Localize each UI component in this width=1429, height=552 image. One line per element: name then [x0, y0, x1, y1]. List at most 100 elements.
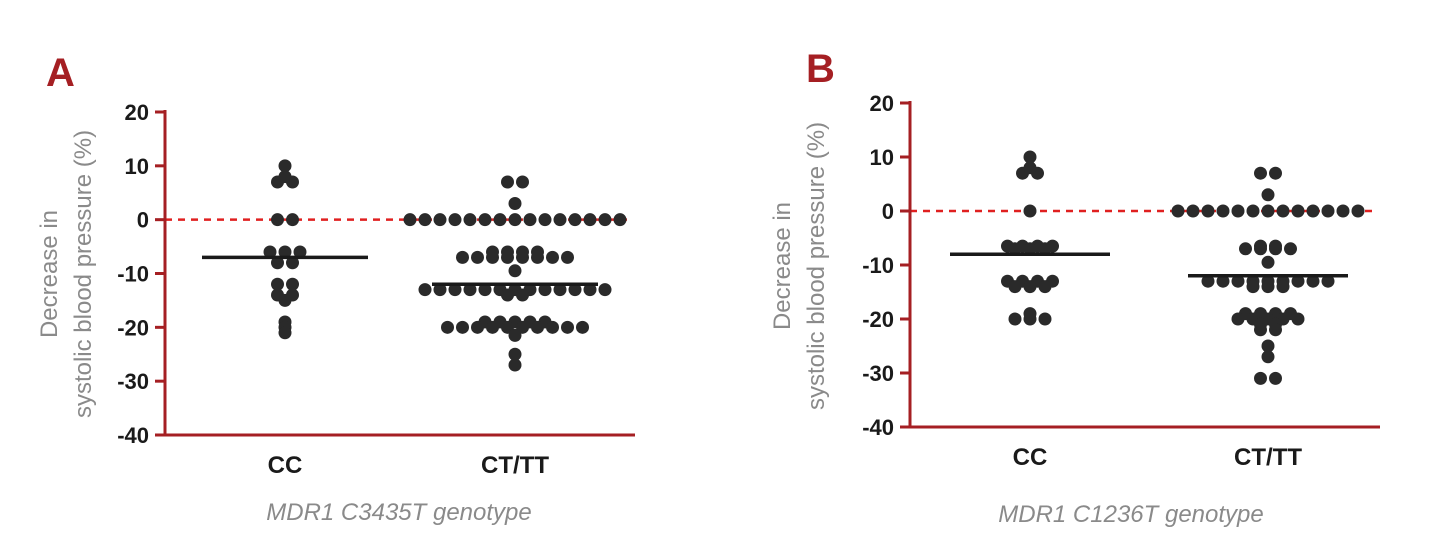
panel-b-ytick-label: 10 [870, 145, 894, 170]
panel-b-data-point [1231, 274, 1245, 288]
panel-a-data-point [271, 213, 284, 227]
panel-a-data-point [561, 320, 574, 334]
panel-a-data-point [441, 320, 454, 334]
panel-a-mean-lines [202, 255, 598, 287]
panel-a-data-point [278, 159, 292, 173]
panel-b-data-point [1008, 312, 1022, 326]
panel-b-data-point [1261, 350, 1275, 364]
panel-a-data-point [501, 288, 514, 302]
panel-b-data-point [1261, 188, 1275, 202]
panel-b-data-point [1269, 166, 1282, 180]
panel-b-ytick-label: -40 [862, 415, 894, 440]
panel-b-data-point [1023, 161, 1037, 175]
panel-a-data-point [531, 245, 544, 259]
panel-a-data-point [538, 213, 552, 227]
panel-a-dots [263, 159, 627, 372]
panel-b-data-point [1038, 242, 1052, 256]
panel-b-ylabel-line1: Decrease in [769, 202, 796, 330]
panel-a-data-point [553, 213, 567, 227]
panel-b-data-point [1291, 274, 1305, 288]
panel-b-category-ct-tt: CT/TT [1234, 444, 1302, 471]
panel-a-data-point [568, 213, 582, 227]
panel-b-data-point [1336, 204, 1350, 218]
panel-a-data-point [271, 256, 284, 270]
panel-a-data-point [403, 213, 417, 227]
panel-a-data-point [583, 283, 597, 297]
panel-a-data-point [448, 213, 462, 227]
panel-a-data-point [538, 283, 552, 297]
panel-b-data-point [1231, 204, 1245, 218]
panel-a-data-point [418, 213, 432, 227]
panel-a-data-point [486, 320, 499, 334]
panel-b-data-point [1261, 255, 1275, 269]
panel-a-data-point [433, 213, 447, 227]
panel-b-data-point [1023, 150, 1037, 164]
panel-b-data-point [1254, 323, 1267, 337]
panel-a-data-point [418, 283, 432, 297]
panel-b-ytick-label: 20 [870, 91, 894, 116]
panel-b-ytick-label: -10 [862, 253, 894, 278]
panel-b-axes [908, 101, 1380, 429]
panel-b-data-point [1246, 204, 1260, 218]
panel-b-ytick-label: 0 [882, 199, 894, 224]
panel-b-data-point [1231, 312, 1245, 326]
panel-b-data-point [1321, 204, 1335, 218]
panel-a-data-point [508, 358, 522, 372]
panel-a-data-point [546, 250, 559, 264]
panel-a-data-point [508, 328, 522, 342]
panel-b-ytick-label: -20 [862, 307, 894, 332]
panel-b-letter: B [806, 47, 835, 91]
panel-b-data-point [1291, 312, 1305, 326]
panel-a-data-point [598, 213, 612, 227]
panel-a-data-point [478, 213, 492, 227]
panel-a-xlabel: MDR1 C3435T genotype [266, 499, 531, 526]
panel-a-data-point [508, 197, 522, 211]
panel-b-data-point [1276, 204, 1290, 218]
panel-b-data-point [1269, 371, 1282, 385]
panel-a-data-point [471, 250, 484, 264]
panel-b-xlabel: MDR1 C1236T genotype [998, 501, 1263, 528]
panel-a-data-point [501, 175, 514, 189]
panel-b-ticks: 20 10 0 -10 -20 -30 -40 [862, 91, 910, 440]
panel-b-data-point [1038, 280, 1052, 294]
panel-b-data-point [1261, 339, 1275, 353]
panel-b-category-cc: CC [1013, 444, 1048, 471]
panel-a-data-point [286, 256, 299, 270]
panel-a-ytick-label: -10 [117, 262, 149, 287]
panel-a-data-point [553, 283, 567, 297]
panel-b-data-point [1269, 323, 1282, 337]
panel-b-data-point [1284, 242, 1297, 256]
panel-b-mean-lines [950, 252, 1348, 278]
panel-b-data-point [1008, 242, 1022, 256]
panel-b-data-point [1023, 204, 1037, 218]
panel-b-data-point [1023, 280, 1037, 294]
panel-a-axes [163, 110, 635, 437]
panel-a-data-point [516, 288, 529, 302]
panel-a-data-point [516, 245, 529, 259]
panel-a-data-point [478, 283, 492, 297]
panel-a-ylabel-line2: systolic blood pressure (%) [70, 130, 97, 418]
panel-b-dots [1001, 150, 1365, 385]
panel-a-data-point [576, 320, 589, 334]
panel-b-data-point [1261, 280, 1275, 294]
panel-a-data-point [463, 283, 477, 297]
panel-a-data-point [583, 213, 597, 227]
panel-b-ytick-label: -30 [862, 361, 894, 386]
panel-a-data-point [278, 245, 292, 259]
panel-b-data-point [1321, 274, 1335, 288]
panel-b-data-point [1254, 239, 1267, 253]
panel-b-data-point [1291, 204, 1305, 218]
panel-a-data-point [613, 213, 627, 227]
panel-a-data-point [471, 320, 484, 334]
panel-b-data-point [1201, 204, 1215, 218]
panel-a-data-point [561, 250, 574, 264]
panel-b-data-point [1201, 274, 1215, 288]
panel-a-data-point [456, 320, 469, 334]
panel-a-data-point [486, 245, 499, 259]
panel-a-data-point [493, 213, 507, 227]
panel-b-data-point [1306, 274, 1320, 288]
panel-a-data-point [293, 245, 307, 259]
panel-a-data-point [448, 283, 462, 297]
panel-a-data-point [278, 326, 292, 340]
